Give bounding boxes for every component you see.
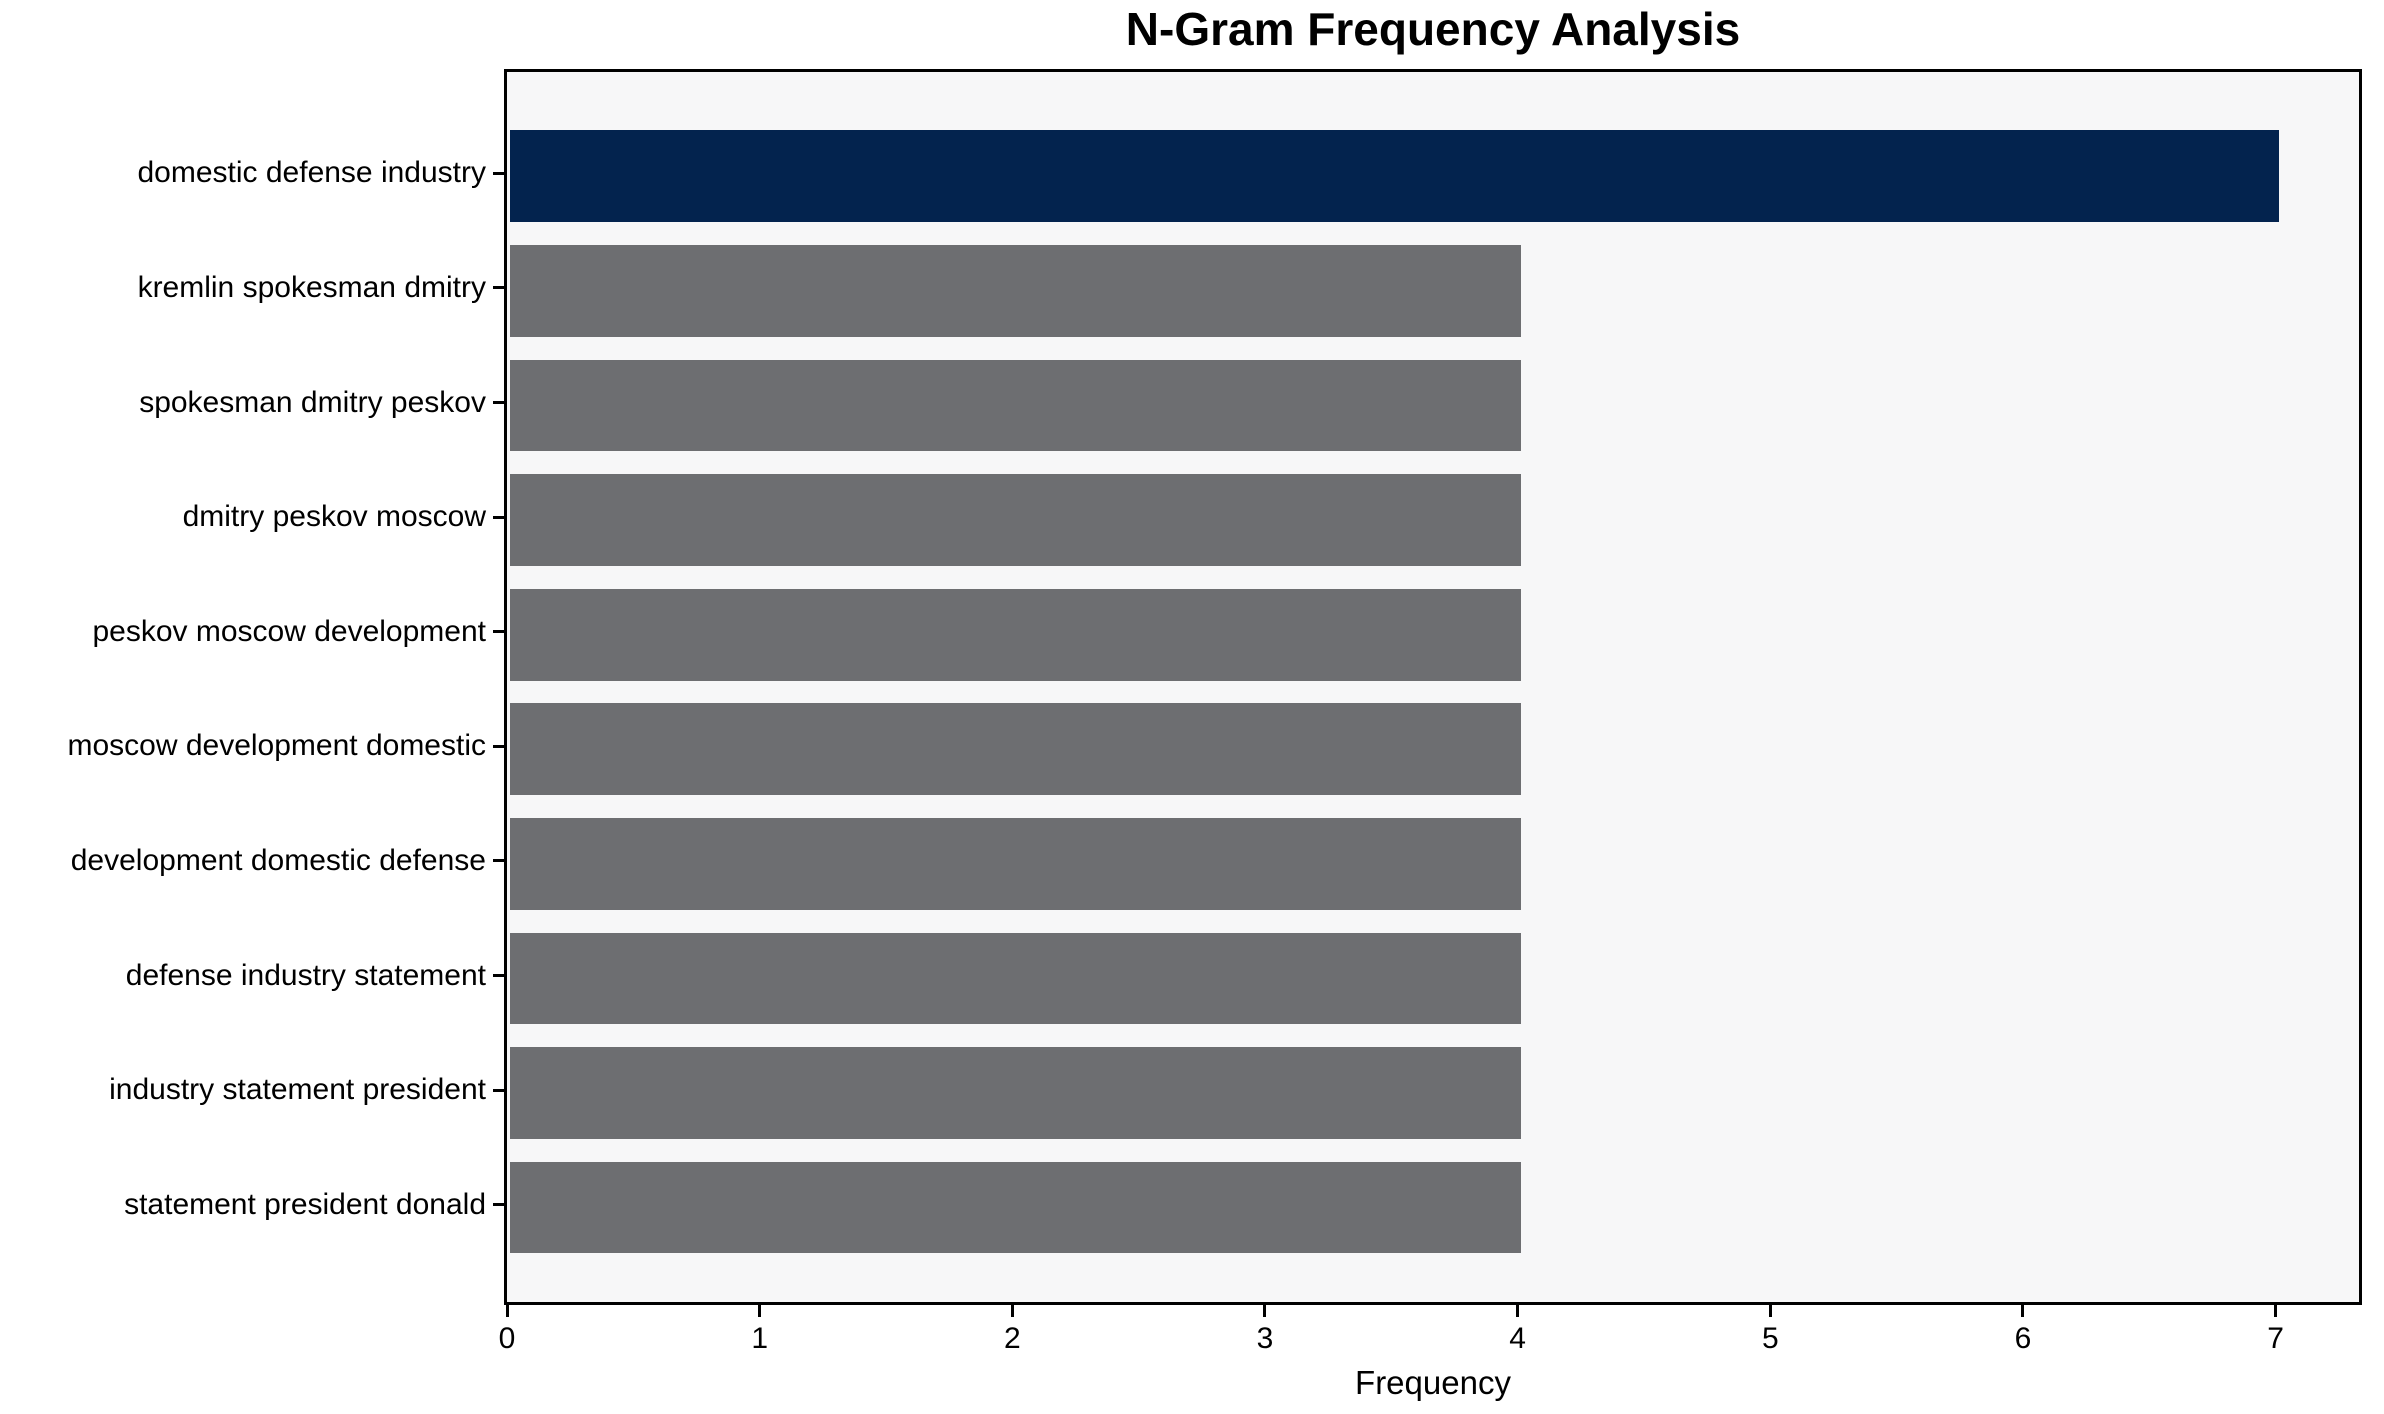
y-tick-label: domestic defense industry <box>137 156 486 190</box>
x-tick-label: 6 <box>2014 1322 2032 1355</box>
bar-domestic-defense-industry <box>510 130 2279 223</box>
x-tick-mark <box>2274 1303 2278 1317</box>
x-tick-mark <box>1010 1303 1014 1317</box>
x-tick-label: 4 <box>1509 1322 1526 1355</box>
bar-spokesman-dmitry-peskov <box>510 359 1521 452</box>
y-tick-label: kremlin spokesman dmitry <box>137 270 486 304</box>
y-tick-mark <box>493 286 505 290</box>
bar-row <box>510 463 2362 578</box>
bar-kremlin-spokesman-dmitry <box>510 245 1521 337</box>
x-tick-label: 7 <box>2267 1322 2284 1355</box>
bar-statement-president-donald <box>510 1161 1521 1254</box>
y-tick-mark <box>493 974 505 977</box>
x-tick-mark <box>1768 1303 1772 1317</box>
x-tick-mark <box>758 1303 762 1317</box>
y-tick-mark <box>493 1088 505 1092</box>
plot-area <box>504 69 2362 1305</box>
bar-row <box>510 577 2362 692</box>
y-tick-label: moscow development domestic <box>67 729 486 763</box>
bars-region <box>510 75 2362 1305</box>
bar-row <box>510 348 2362 463</box>
y-tick-mark <box>493 1203 505 1207</box>
y-tick-mark <box>493 171 505 175</box>
x-tick-mark <box>1516 1303 1520 1317</box>
y-tick-mark <box>493 401 505 404</box>
bar-defense-industry-statement <box>510 932 1521 1025</box>
y-tick-label: dmitry peskov moscow <box>182 500 486 534</box>
bar-row <box>510 234 2362 349</box>
x-tick-mark <box>2021 1303 2025 1317</box>
x-tick-label: 3 <box>1256 1322 1274 1355</box>
y-tick-label: spokesman dmitry peskov <box>139 385 486 419</box>
y-tick-mark <box>493 630 505 634</box>
x-tick-label: 1 <box>751 1322 768 1355</box>
y-tick-label: development domestic defense <box>70 843 486 877</box>
bar-row <box>510 1150 2362 1265</box>
x-tick-label: 0 <box>498 1322 516 1355</box>
x-tick-mark <box>505 1303 509 1317</box>
x-tick-label: 2 <box>1003 1322 1021 1355</box>
bar-row <box>510 807 2362 922</box>
bar-development-domestic-defense <box>510 818 1521 910</box>
bar-row <box>510 119 2362 234</box>
y-tick-mark <box>493 859 505 863</box>
y-tick-label: defense industry statement <box>125 958 486 992</box>
y-tick-label: industry statement president <box>109 1073 486 1107</box>
y-tick-mark <box>493 515 505 519</box>
bar-industry-statement-president <box>510 1047 1521 1139</box>
y-tick-mark <box>493 744 505 748</box>
bar-dmitry-peskov-moscow <box>510 474 1521 566</box>
bar-row <box>510 1036 2362 1151</box>
y-tick-label: peskov moscow development <box>92 614 486 648</box>
x-tick-mark <box>1263 1303 1267 1317</box>
bar-row <box>510 692 2362 807</box>
y-tick-label: statement president donald <box>124 1187 486 1221</box>
x-axis-label: Frequency <box>1355 1364 1511 1401</box>
bar-peskov-moscow-development <box>510 588 1521 681</box>
bar-moscow-development-domestic <box>510 703 1521 796</box>
chart-title: N-Gram Frequency Analysis <box>1125 3 1741 55</box>
x-tick-label: 5 <box>1761 1322 1779 1355</box>
bar-row <box>510 921 2362 1036</box>
